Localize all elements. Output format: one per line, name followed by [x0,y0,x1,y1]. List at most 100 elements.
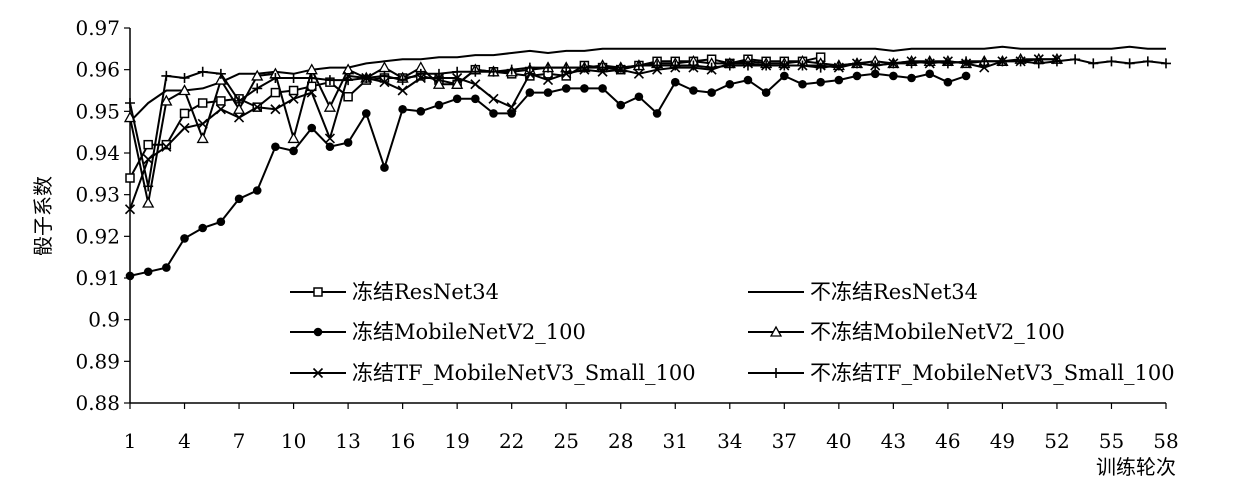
unfrozen-mobilenetv3-small-point [288,73,299,83]
legend-label: 冻结TF_MobileNetV3_Small_100 [352,361,696,385]
series-frozen-mobilenetv2 [125,69,971,281]
unfrozen-mobilenetv3-small-point [506,64,517,75]
unfrozen-mobilenetv3-small-point [561,62,572,73]
frozen-mobilenetv3-small-point [561,68,572,79]
frozen-mobilenetv2-point [416,107,426,116]
y-tick-label: 0.88 [75,391,120,415]
x-tick-label: 34 [717,429,742,453]
unfrozen-mobilenetv2-point [432,77,446,89]
unfrozen-mobilenetv3-small-point [1070,54,1081,65]
frozen-mobilenetv2-point [598,84,607,93]
frozen-mobilenetv3-small-point [633,68,644,79]
unfrozen-mobilenetv3-small-point [270,73,281,83]
frozen-mobilenetv2-point [616,100,626,110]
frozen-mobilenetv2-point [689,86,698,95]
frozen-mobilenetv2-point [307,123,317,133]
x-ticks: 1 4 7 10 13 16 19 22 25 28 31 34 37 40 43 46 49 52 55 58 [124,403,1179,453]
x-tick-label: 16 [390,429,415,453]
y-tick-label: 0.97 [75,16,120,40]
y-tick-label: 0.95 [75,99,120,123]
unfrozen-mobilenetv3-small-point [942,58,953,69]
frozen-resnet34-point [343,92,353,102]
frozen-mobilenetv2-point [743,75,753,85]
unfrozen-mobilenetv3-small-point [324,75,335,86]
legend-label: 冻结ResNet34 [352,280,499,304]
unfrozen-mobilenetv2-point [178,84,191,96]
frozen-mobilenetv3-small-point [233,112,245,123]
unfrozen-mobilenetv3-small-point [870,60,881,71]
frozen-mobilenetv2-point [798,79,807,89]
y-tick-label: 0.94 [75,141,120,165]
frozen-mobilenetv2-point [234,194,244,204]
legend-unfrozen-mobilenetv3-small-point [771,368,781,378]
frozen-mobilenetv2-point [561,84,571,93]
y-tick-label: 0.89 [75,349,120,373]
frozen-mobilenetv2-point [889,71,898,81]
unfrozen-mobilenetv3-small-point [470,66,481,77]
series-unfrozen-resnet34 [129,45,1166,123]
frozen-mobilenetv2-point [725,79,735,89]
unfrozen-mobilenetv3-small-point [488,66,499,77]
frozen-mobilenetv2-point [125,271,135,281]
series-line-unfrozen-resnet34 [129,45,1166,123]
frozen-mobilenetv3-small-point [215,104,226,115]
y-tick-label: 0.91 [75,266,120,290]
unfrozen-mobilenetv3-small-point [415,68,426,79]
unfrozen-mobilenetv3-small-point [452,66,463,77]
x-tick-label: 52 [1044,429,1069,453]
frozen-resnet34-point [125,173,135,183]
legend-frozen-resnet34-point [313,287,323,297]
legend-item-frozen-resnet34: 冻结ResNet34 [290,280,499,304]
unfrozen-mobilenetv2-point [287,132,300,144]
unfrozen-mobilenetv2-point [232,102,246,114]
unfrozen-mobilenetv3-small-point [397,75,408,86]
frozen-resnet34-point [143,139,153,150]
frozen-mobilenetv2-point [162,263,171,272]
unfrozen-mobilenetv3-small-point [597,62,608,73]
frozen-mobilenetv3-small-point [379,77,390,88]
unfrozen-mobilenetv2-point [214,73,227,85]
unfrozen-mobilenetv3-small-point [579,62,590,73]
x-tick-label: 10 [281,429,306,453]
frozen-mobilenetv2-point [289,146,298,156]
unfrozen-mobilenetv2-point [451,77,464,89]
frozen-mobilenetv2-point [943,77,953,87]
frozen-mobilenetv3-small-point [252,102,263,113]
x-tick-label: 55 [1099,429,1124,453]
x-tick-label: 19 [444,429,469,453]
unfrozen-mobilenetv3-small-point [961,56,972,67]
frozen-resnet34-point [197,98,208,108]
unfrozen-mobilenetv3-small-point [433,68,444,79]
x-tick-label: 43 [881,429,906,453]
frozen-mobilenetv2-point [489,109,498,118]
frozen-resnet34-point [179,108,190,119]
frozen-resnet34-point [270,87,281,98]
unfrozen-mobilenetv3-small-point [125,98,135,108]
x-tick-label: 58 [1153,429,1178,453]
frozen-mobilenetv2-point [507,109,516,118]
frozen-mobilenetv3-small-point [506,102,517,113]
unfrozen-mobilenetv3-small-point [706,62,717,73]
x-tick-label: 37 [772,429,797,453]
x-tick-label: 7 [233,429,246,453]
unfrozen-mobilenetv3-small-point [179,73,190,83]
unfrozen-mobilenetv3-small-point [924,56,935,67]
frozen-resnet34-point [216,96,226,106]
frozen-mobilenetv3-small-point [179,122,190,134]
unfrozen-mobilenetv3-small-point [979,56,990,67]
legend-frozen-mobilenetv3-small-point [312,367,324,379]
x-axis-label: 训练轮次 [1096,455,1176,479]
frozen-mobilenetv2-point [398,104,407,114]
series-line-frozen-mobilenetv3-small [129,58,1057,210]
unfrozen-mobilenetv3-small-point [833,60,844,71]
legend-item-frozen-mobilenetv2: 冻结MobileNetV2_100 [290,320,586,344]
unfrozen-mobilenetv3-small-point [1142,56,1153,67]
unfrozen-mobilenetv3-small-point [742,60,753,71]
unfrozen-mobilenetv2-point [378,61,391,73]
frozen-mobilenetv2-point [525,88,535,97]
axes: 0.880.890.90.910.920.930.940.950.960.97 … [75,16,1178,453]
y-tick-label: 0.93 [75,183,120,207]
unfrozen-mobilenetv2-point [160,94,173,106]
frozen-mobilenetv2-point [852,71,862,81]
unfrozen-mobilenetv3-small-point [379,70,390,81]
